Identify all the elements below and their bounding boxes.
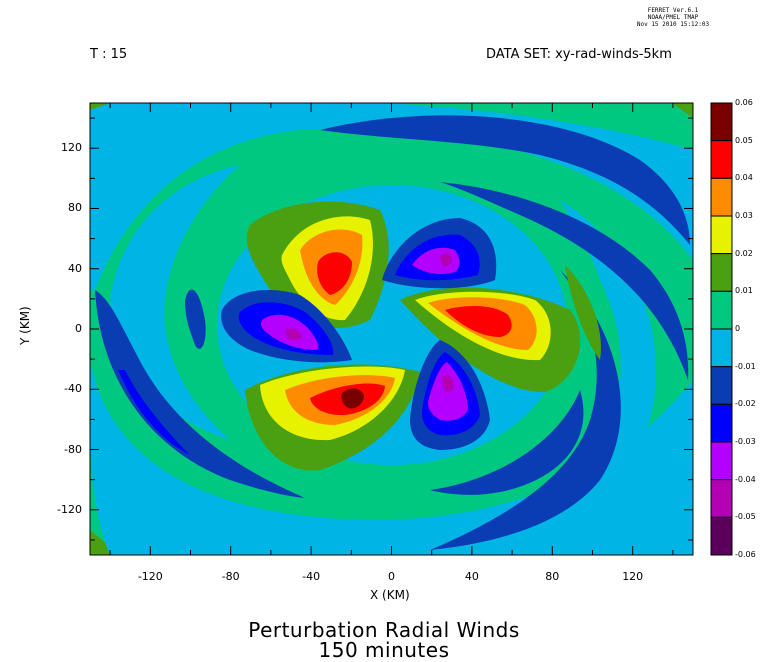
colorbar-label: -0.04 bbox=[735, 474, 756, 484]
colorbar-swatch bbox=[710, 253, 733, 292]
ferret-date: Nov 15 2010 15:12:03 bbox=[636, 21, 710, 28]
colorbar bbox=[710, 102, 733, 556]
y-tick-label: 40 bbox=[68, 261, 82, 275]
colorbar-swatch bbox=[710, 479, 733, 518]
colorbar-swatch bbox=[710, 177, 733, 217]
time-label: T : 15 bbox=[90, 47, 128, 62]
lobe-n-core bbox=[440, 253, 452, 267]
colorbar-swatch bbox=[710, 403, 733, 443]
y-tick-label: 0 bbox=[75, 322, 82, 335]
colorbar-label: 0.04 bbox=[735, 173, 753, 183]
x-tick-label: 120 bbox=[622, 570, 644, 583]
colorbar-label: 0 bbox=[735, 324, 741, 333]
x-tick-label: 40 bbox=[464, 570, 479, 583]
corner-tr bbox=[672, 103, 693, 118]
lobe-e-red bbox=[445, 305, 512, 337]
x-tick-label: -40 bbox=[302, 570, 321, 583]
band-southeast bbox=[430, 390, 584, 495]
y-axis bbox=[90, 117, 693, 541]
band-north bbox=[320, 115, 690, 245]
green-streak-east bbox=[565, 265, 601, 360]
y-tick-label: -40 bbox=[64, 382, 82, 396]
cyan-arm-east bbox=[560, 200, 656, 500]
colorbar-label: -0.01 bbox=[735, 361, 756, 371]
x-tick-label: -80 bbox=[221, 570, 240, 583]
colorbar-swatch bbox=[710, 516, 733, 556]
y-axis-label: Y (KM) bbox=[18, 306, 32, 345]
colorbar-swatch bbox=[710, 366, 733, 405]
chart-subtitle: 150 minutes bbox=[318, 638, 450, 662]
ferret-stamp: FERRET Ver.6.1 NOAA/PMEL TMAP Nov 15 201… bbox=[618, 7, 728, 28]
lobe-nw-red bbox=[317, 252, 352, 295]
colorbar-label: -0.06 bbox=[735, 550, 756, 559]
colorbar-label: -0.05 bbox=[735, 512, 756, 522]
colorbar-swatch bbox=[710, 328, 733, 368]
colorbar-swatch bbox=[710, 290, 733, 330]
chart-title: Perturbation Radial Winds bbox=[248, 618, 520, 642]
colorbar-swatch bbox=[710, 441, 733, 481]
colorbar-label: 0.06 bbox=[735, 98, 753, 107]
y-tick-label: -80 bbox=[64, 442, 82, 456]
x-tick-label: 80 bbox=[545, 570, 560, 583]
ferret-version: FERRET Ver.6.1 bbox=[647, 7, 699, 14]
colorbar-label: 0.05 bbox=[735, 135, 753, 145]
colorbar-label: -0.03 bbox=[735, 437, 756, 446]
band-west-core bbox=[118, 370, 190, 455]
colorbar-label: 0.01 bbox=[735, 286, 753, 296]
colorbar-swatch bbox=[710, 102, 733, 142]
colorbar-label: -0.02 bbox=[735, 399, 756, 409]
colorbar-swatch bbox=[710, 140, 733, 179]
x-tick-label: 0 bbox=[388, 570, 395, 583]
contour-field bbox=[90, 103, 693, 555]
band-northeast bbox=[440, 182, 689, 380]
colorbar-swatch bbox=[710, 215, 733, 255]
dataset-label: DATA SET: xy-rad-winds-5km bbox=[486, 47, 672, 62]
blob-west bbox=[185, 289, 206, 349]
y-tick-label: -120 bbox=[57, 502, 82, 516]
x-axis bbox=[109, 103, 674, 555]
y-tick-label: 120 bbox=[61, 141, 82, 155]
x-tick-label: -120 bbox=[137, 570, 163, 583]
band-east bbox=[430, 270, 621, 550]
colorbar-label: 0.03 bbox=[735, 211, 753, 220]
y-tick-label: 80 bbox=[68, 201, 82, 215]
lobe-sw-core bbox=[341, 388, 364, 409]
ferret-org: NOAA/PMEL TMAP bbox=[647, 14, 699, 21]
colorbar-label: 0.02 bbox=[735, 248, 753, 258]
lobe-s-core bbox=[442, 375, 454, 392]
lobe-w-core bbox=[285, 328, 302, 341]
x-axis-label: X (KM) bbox=[370, 588, 410, 602]
